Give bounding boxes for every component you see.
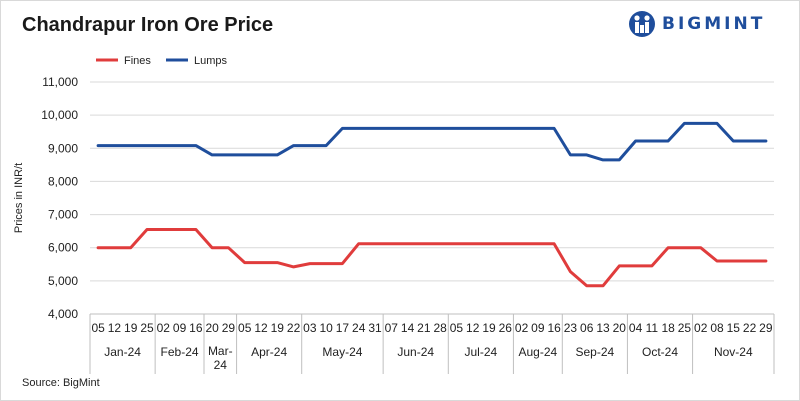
x-tick-label: 14 [401,321,415,335]
x-tick-label: 19 [271,321,285,335]
x-tick-label: 29 [759,321,773,335]
series-line-lumps [96,121,768,162]
x-tick-label: 09 [531,321,545,335]
x-tick-label: 12 [254,321,268,335]
x-tick-label: 11 [646,321,659,335]
month-label: Oct-24 [642,345,678,359]
x-tick-label: 28 [433,321,447,335]
x-axis: 05 12 19 25 02 09 16 20 29 05 12 19 22 03 10 17 24 31 07 14… [89,313,775,374]
x-tick-label: 25 [140,321,154,335]
x-tick-label: 13 [596,321,610,335]
source-note: Source: BigMint [22,377,100,389]
x-tick-label: 06 [580,321,594,335]
x-tick-label: 16 [547,321,561,335]
x-tick-label: 29 [222,321,236,335]
legend-label: Fines [124,55,151,67]
x-tick-label: 10 [319,321,333,335]
month-label: May-24 [322,345,362,359]
x-tick-label: 22 [287,321,301,335]
y-axis: 4,000 5,000 6,000 7,000 8,000 9,000 10,000 11,0… [41,75,78,321]
y-tick-label: 6,000 [48,241,78,255]
x-tick-label: 20 [205,321,219,335]
month-label: Mar-24 [208,344,233,372]
month-label: Nov-24 [714,345,753,359]
x-tick-label: 02 [157,321,171,335]
month-label: Apr-24 [251,345,287,359]
x-tick-label: 02 [694,321,708,335]
x-tick-label: 20 [613,321,627,335]
y-tick-label: 10,000 [41,108,78,122]
chart-legend: Fines Lumps [96,55,228,67]
x-tick-label: 23 [564,321,578,335]
x-tick-label: 19 [482,321,496,335]
month-label: Jul-24 [465,345,498,359]
x-tick-label: 15 [727,321,741,335]
month-label: Aug-24 [519,345,558,359]
x-tick-label: 16 [189,321,203,335]
month-label: Jan-24 [104,345,141,359]
x-tick-label: 08 [710,321,724,335]
month-label: Feb-24 [161,345,199,359]
x-tick-label: 25 [678,321,692,335]
y-tick-label: 4,000 [48,307,78,321]
y-axis-label: Prices in INR/t [13,163,25,233]
y-tick-label: 7,000 [48,208,78,222]
x-tick-label: 03 [303,321,317,335]
x-tick-label: 24 [352,321,366,335]
bigmint-logo-icon [629,11,655,37]
x-tick-label: 05 [91,321,105,335]
series-line-fines [96,228,768,288]
x-tick-label: 17 [336,321,350,335]
y-tick-label: 5,000 [48,274,78,288]
x-tick-label: 04 [629,321,643,335]
y-tick-label: 9,000 [48,141,78,155]
x-tick-label: 22 [743,321,757,335]
x-tick-label: 05 [450,321,464,335]
series-lines [96,121,768,288]
x-tick-label: 12 [466,321,480,335]
month-label: Jun-24 [397,345,434,359]
x-tick-label: 26 [499,321,513,335]
month-label: Sep-24 [576,345,615,359]
y-tick-label: 8,000 [48,174,78,188]
y-tick-label: 11,000 [42,75,78,89]
brand-logo: BIGMINT [628,10,765,38]
chart-title: Chandrapur Iron Ore Price [22,14,274,36]
x-tick-label: 21 [417,321,431,335]
gridlines [90,81,774,315]
x-tick-label: 02 [515,321,529,335]
brand-name: BIGMINT [662,14,766,34]
x-tick-label: 05 [238,321,252,335]
x-tick-label: 07 [385,321,399,335]
x-tick-label: 12 [108,321,122,335]
legend-label: Lumps [194,55,228,67]
x-tick-label: 09 [173,321,187,335]
x-tick-label: 18 [661,321,675,335]
x-tick-label: 19 [124,321,138,335]
x-tick-label: 31 [368,321,382,335]
